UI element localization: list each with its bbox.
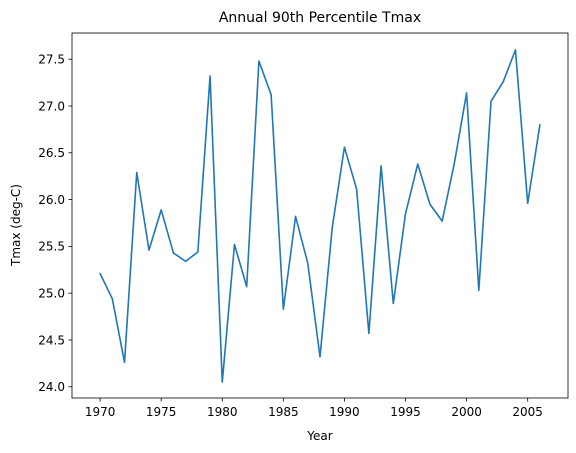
y-tick-label: 26.5 [38,146,65,160]
x-tick-label: 1995 [390,405,421,419]
x-tick-label: 1980 [207,405,238,419]
y-tick-label: 24.0 [38,380,65,394]
series-line [99,49,541,383]
x-tick-label: 1990 [329,405,360,419]
y-tick-label: 27.0 [38,99,65,113]
x-tick-label: 2000 [451,405,482,419]
x-axis: 1970 1975 1980 1985 1990 1995 2000 2005 [85,398,543,419]
x-axis-label: Year [306,429,332,443]
y-axis-label: Tmax (deg-C) [9,184,23,267]
plot-frame [71,32,569,399]
chart-title: Annual 90th Percentile Tmax [219,10,421,26]
y-tick-label: 25.5 [38,240,65,254]
x-tick-label: 2005 [512,405,543,419]
x-tick-label: 1985 [268,405,299,419]
y-tick-label: 24.5 [38,333,65,347]
y-axis: 24.0 24.5 25.0 25.5 26.0 26.5 27.0 27.5 [38,53,72,394]
x-tick-label: 1970 [85,405,116,419]
y-tick-label: 25.0 [38,286,65,300]
y-tick-label: 27.5 [38,53,65,67]
series-layer [99,49,541,383]
y-tick-label: 26.0 [38,193,65,207]
x-tick-label: 1975 [146,405,177,419]
